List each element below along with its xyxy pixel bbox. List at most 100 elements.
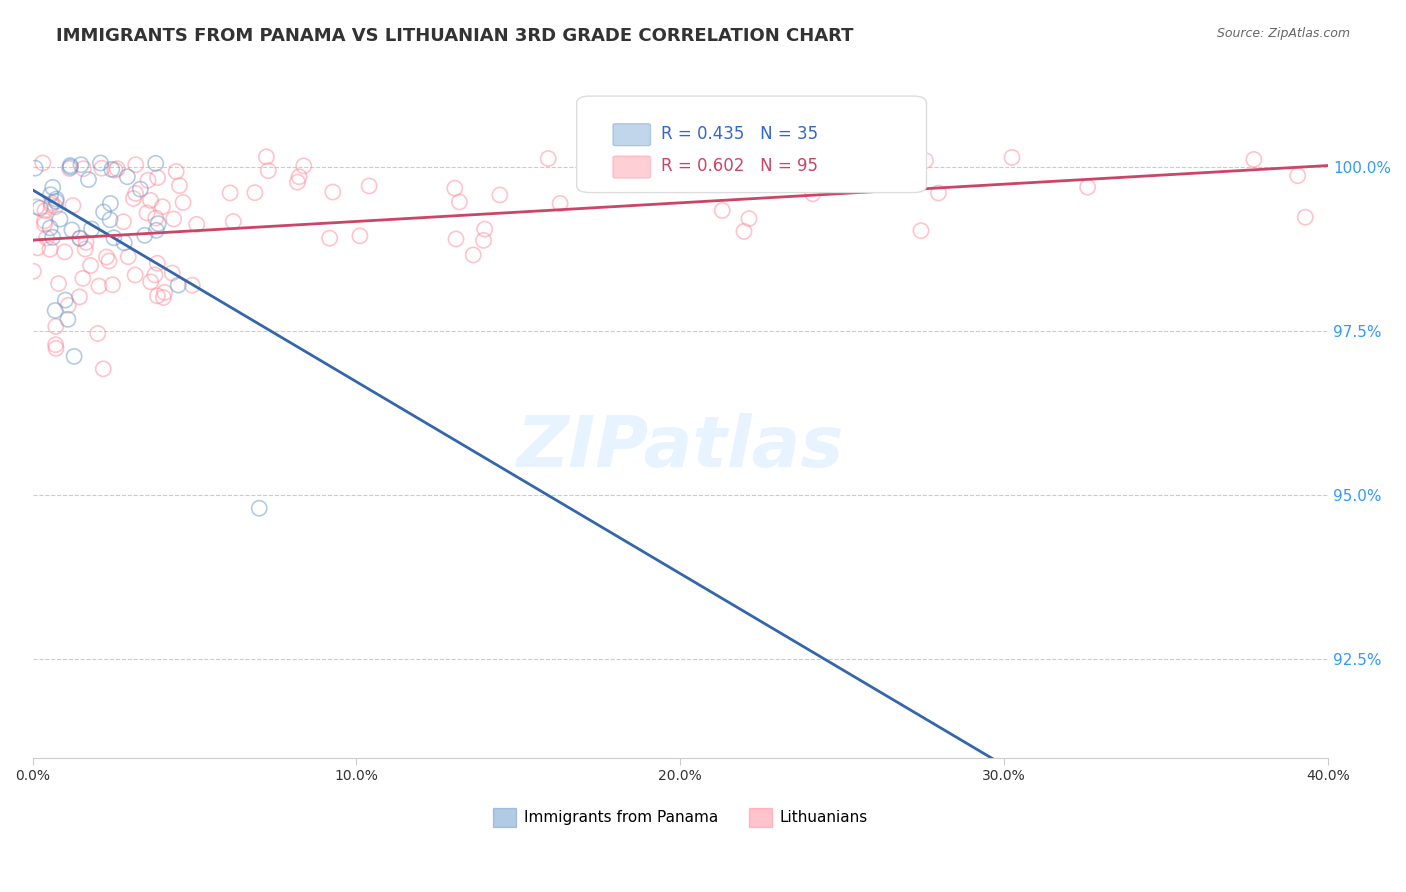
- Legend: Immigrants from Panama, Lithuanians: Immigrants from Panama, Lithuanians: [486, 802, 873, 832]
- Point: [463, 248, 485, 262]
- Point: [146, 256, 169, 270]
- Point: [60, 223, 83, 237]
- Point: [75, 235, 97, 250]
- Point: [96, 250, 118, 264]
- Point: [44, 200, 66, 214]
- Point: [22, 264, 45, 278]
- Point: [63, 350, 86, 364]
- Point: [219, 186, 242, 200]
- Point: [72, 161, 94, 176]
- Point: [165, 164, 187, 178]
- Point: [45, 319, 67, 334]
- Text: R = 0.435   N = 35: R = 0.435 N = 35: [661, 125, 818, 143]
- Point: [124, 186, 146, 201]
- Point: [90, 161, 112, 176]
- Point: [153, 285, 176, 300]
- Point: [145, 211, 167, 225]
- Point: [254, 150, 277, 164]
- Point: [136, 173, 159, 187]
- Point: [169, 178, 191, 193]
- Point: [58, 298, 80, 312]
- Point: [67, 290, 90, 304]
- Point: [359, 178, 381, 193]
- Point: [53, 293, 76, 307]
- Point: [91, 362, 114, 376]
- Point: [247, 501, 270, 516]
- Point: [292, 159, 315, 173]
- Point: [751, 175, 773, 189]
- Point: [24, 161, 46, 175]
- Point: [472, 233, 495, 247]
- Point: [87, 326, 110, 341]
- Point: [34, 214, 56, 228]
- Point: [162, 266, 184, 280]
- Point: [48, 277, 70, 291]
- Text: ZIPatlas: ZIPatlas: [516, 413, 844, 482]
- Point: [318, 231, 340, 245]
- Point: [69, 231, 91, 245]
- Point: [152, 291, 174, 305]
- Point: [117, 250, 139, 264]
- Point: [104, 163, 127, 178]
- Point: [62, 198, 84, 212]
- FancyBboxPatch shape: [613, 124, 651, 145]
- Point: [1077, 180, 1099, 194]
- Point: [39, 242, 62, 256]
- Point: [27, 241, 49, 255]
- Point: [41, 180, 63, 194]
- Point: [181, 278, 204, 293]
- Point: [45, 194, 67, 209]
- Point: [152, 200, 174, 214]
- Point: [489, 188, 512, 202]
- Point: [910, 224, 932, 238]
- Point: [122, 191, 145, 205]
- Point: [733, 224, 755, 238]
- Point: [105, 161, 128, 176]
- Point: [28, 201, 51, 215]
- Text: Source: ZipAtlas.com: Source: ZipAtlas.com: [1216, 27, 1350, 40]
- Point: [222, 214, 245, 228]
- Point: [45, 342, 67, 356]
- Point: [45, 337, 67, 351]
- Point: [134, 228, 156, 243]
- Point: [101, 277, 124, 292]
- Point: [77, 172, 100, 186]
- Point: [474, 222, 496, 236]
- Point: [1243, 153, 1265, 167]
- Point: [139, 275, 162, 289]
- Point: [146, 217, 169, 231]
- FancyBboxPatch shape: [613, 156, 651, 178]
- Text: R = 0.602   N = 95: R = 0.602 N = 95: [661, 157, 818, 176]
- Point: [93, 205, 115, 219]
- Point: [136, 206, 159, 220]
- Point: [34, 217, 56, 231]
- Point: [80, 222, 103, 236]
- Point: [100, 196, 122, 211]
- Point: [322, 185, 344, 199]
- Point: [146, 289, 169, 303]
- Point: [129, 182, 152, 196]
- Point: [39, 187, 62, 202]
- Point: [257, 163, 280, 178]
- Point: [44, 303, 66, 318]
- Point: [45, 192, 67, 206]
- Point: [75, 242, 97, 256]
- Point: [112, 215, 135, 229]
- Point: [139, 194, 162, 208]
- Point: [548, 196, 571, 211]
- Point: [58, 161, 80, 176]
- Point: [53, 244, 76, 259]
- Text: IMMIGRANTS FROM PANAMA VS LITHUANIAN 3RD GRADE CORRELATION CHART: IMMIGRANTS FROM PANAMA VS LITHUANIAN 3RD…: [56, 27, 853, 45]
- Point: [146, 170, 169, 185]
- Point: [72, 271, 94, 285]
- Point: [537, 152, 560, 166]
- Point: [143, 268, 166, 282]
- Point: [31, 156, 53, 170]
- Point: [41, 195, 63, 210]
- Point: [89, 156, 111, 170]
- Point: [288, 169, 311, 184]
- Point: [98, 212, 121, 227]
- Point: [39, 220, 62, 235]
- Point: [79, 259, 101, 273]
- FancyBboxPatch shape: [576, 96, 927, 193]
